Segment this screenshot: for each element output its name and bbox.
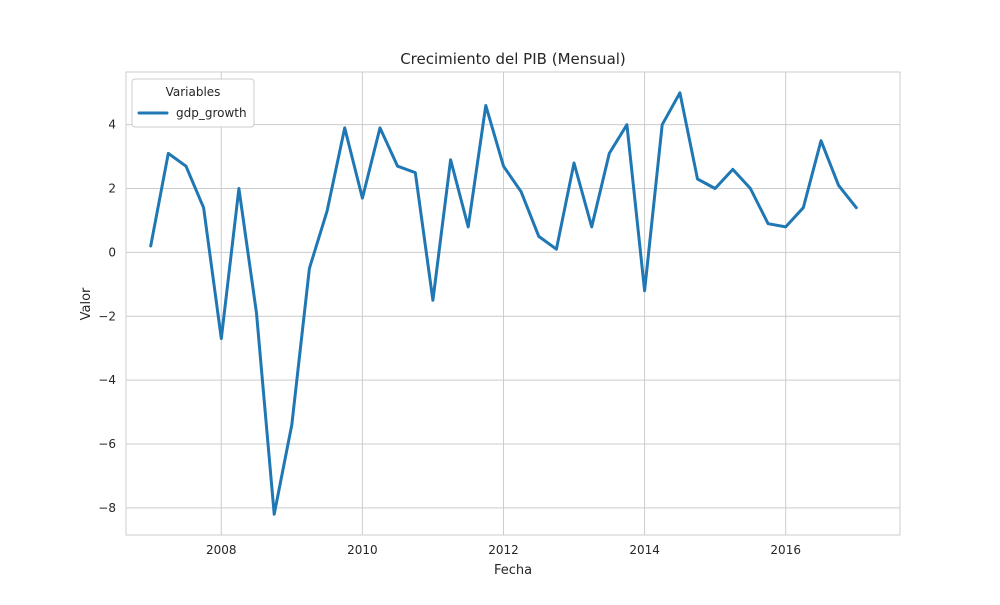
x-tick-label: 2010 xyxy=(347,543,378,557)
x-tick-label: 2012 xyxy=(488,543,519,557)
y-tick-label: 0 xyxy=(108,245,116,259)
y-axis-label: Valor xyxy=(79,287,94,320)
legend-box xyxy=(131,78,255,128)
series-layer xyxy=(149,91,858,516)
legend-entry-gdp-growth: gdp_growth xyxy=(176,106,247,120)
grid-lines xyxy=(126,72,900,535)
y-tick-label: −2 xyxy=(98,309,116,323)
y-tick-label: −4 xyxy=(98,373,116,387)
legend: Variables gdp_growth xyxy=(131,78,255,128)
y-tick-label: 2 xyxy=(108,182,116,196)
chart-title: Crecimiento del PIB (Mensual) xyxy=(400,50,626,68)
series-line-gdp-growth xyxy=(149,91,858,516)
y-tick-label: −6 xyxy=(98,437,116,451)
x-tick-label: 2016 xyxy=(770,543,801,557)
plot-area-frame xyxy=(125,71,901,536)
y-tick-label: 4 xyxy=(108,118,116,132)
y-tick-label: −8 xyxy=(98,501,116,515)
legend-title: Variables xyxy=(166,85,221,99)
tick-labels: 2008 2010 2012 2014 2016 −8 −6 −4 −2 0 2 4 xyxy=(98,118,801,557)
x-tick-label: 2008 xyxy=(206,543,237,557)
x-tick-label: 2014 xyxy=(629,543,660,557)
x-axis-label: Fecha xyxy=(494,563,532,578)
